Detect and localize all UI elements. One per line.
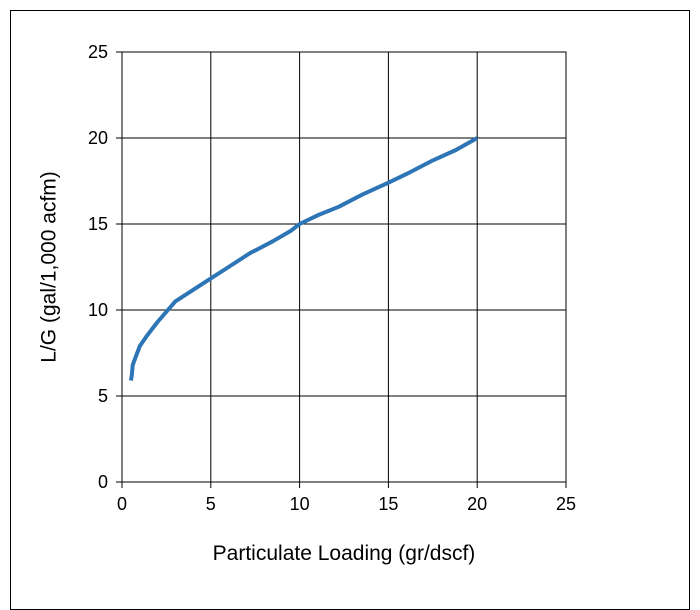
x-tick-label: 0 <box>117 494 127 514</box>
x-tick-label: 25 <box>556 494 576 514</box>
tick-labels: 0 5 10 15 20 25 0 5 10 15 20 25 <box>88 42 576 514</box>
y-tick-label: 15 <box>88 214 108 234</box>
y-tick-label: 10 <box>88 300 108 320</box>
x-axis-title: Particulate Loading (gr/dscf) <box>213 542 476 565</box>
plot-area <box>121 51 567 483</box>
y-tick-label: 25 <box>88 42 108 62</box>
x-tick-label: 5 <box>206 494 216 514</box>
y-axis-title: L/G (gal/1,000 acfm) <box>37 171 60 362</box>
y-tick-label: 20 <box>88 128 108 148</box>
series-group <box>128 136 479 381</box>
grid <box>122 52 566 482</box>
y-tick-label: 5 <box>98 386 108 406</box>
y-tick-label: 0 <box>98 472 108 492</box>
line-chart: 0 5 10 15 20 25 0 5 10 15 20 25 Particulate Loading… <box>37 42 576 565</box>
x-tick-label: 20 <box>467 494 487 514</box>
series-line <box>128 136 479 381</box>
x-tick-label: 10 <box>290 494 310 514</box>
x-tick-label: 15 <box>378 494 398 514</box>
